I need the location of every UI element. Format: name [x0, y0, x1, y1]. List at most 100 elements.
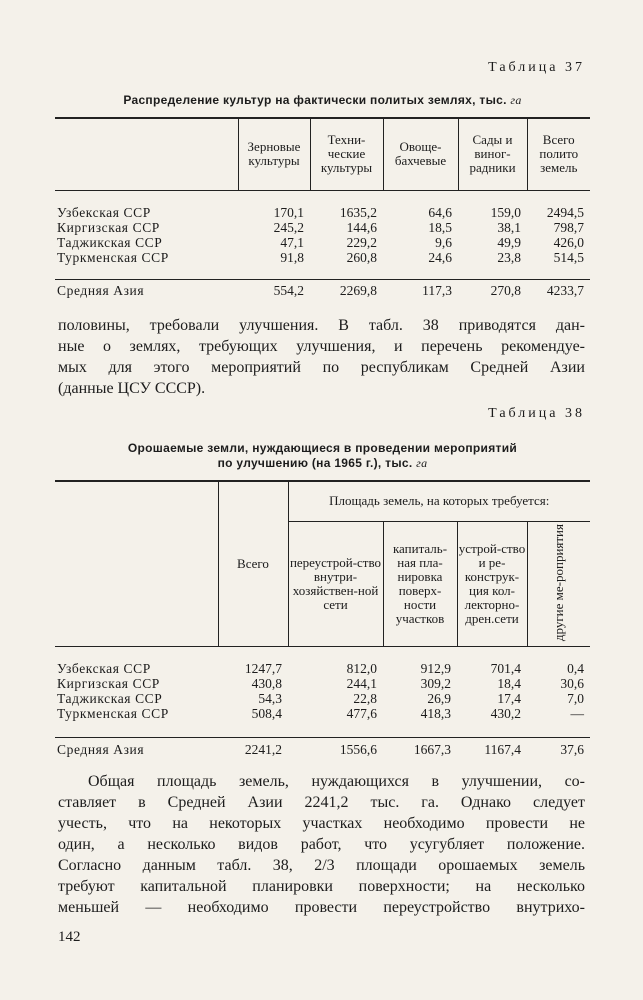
cell-value: 508,4	[251, 706, 282, 722]
paragraph-2: Общая площадь земель, нуждающихся в улуч…	[58, 771, 585, 918]
text-line: (данные ЦСУ СССР).	[58, 380, 206, 397]
col-header: Сады и виног-радники	[457, 118, 527, 190]
cell-value: 426,0	[553, 235, 584, 250]
cell-value: 912,9	[420, 661, 451, 677]
col-subheader: переустрой-ство внутри-хозяйствен-ной се…	[287, 521, 383, 647]
cell-value: 24,6	[428, 250, 452, 265]
text-line: учесть, что на некоторых участках необхо…	[58, 815, 585, 833]
col-header: Зерновые культуры	[237, 118, 310, 190]
cell-value: 144,6	[346, 220, 377, 235]
table-row: Узбекская ССР 170,1 1635,2 64,6 159,0 2494,5	[55, 205, 590, 220]
table-38-header-row: Всего Площадь земель, на которых требует…	[55, 481, 591, 647]
cell-value: 430,8	[251, 676, 282, 692]
col-header-total: Всего	[217, 481, 288, 647]
col-header: Всего полито земель	[526, 118, 590, 190]
row-label: Таджикская ССР	[57, 691, 163, 707]
cell-value: 812,0	[346, 661, 377, 677]
cell-value: 270,8	[490, 282, 521, 298]
cell-value: 418,3	[420, 706, 451, 722]
cell-value: 38,1	[497, 220, 521, 235]
table-37: Зерновые культуры Техни-ческие культуры …	[55, 117, 590, 301]
cell-value: 117,3	[422, 282, 452, 298]
cell-value: 54,3	[258, 691, 282, 707]
table-37-title: Распределение культур на фактически поли…	[55, 93, 590, 108]
text-line: требуют капитальной планировки поверхнос…	[58, 878, 585, 896]
text-line: меньшей — необходимо провести переустрой…	[58, 899, 585, 917]
cell-value: 22,8	[353, 691, 377, 707]
cell-value: 17,4	[497, 691, 521, 707]
table-38-title-text: по улучшению (на 1965 г.), тыс.	[217, 456, 413, 470]
cell-value: 244,1	[346, 676, 377, 692]
cell-value: 170,1	[273, 205, 304, 220]
cell-value: 430,2	[490, 706, 521, 722]
text-line: один, а несколько видов работ, что усугу…	[58, 836, 585, 854]
cell-value: 18,4	[497, 676, 521, 692]
cell-value: 30,6	[560, 676, 585, 692]
cell-value: 701,4	[490, 661, 521, 677]
cell-value: 798,7	[553, 220, 584, 235]
cell-value: 309,2	[420, 676, 451, 692]
col-header: Овоще-бахчевые	[382, 118, 458, 190]
table-row: Таджикская ССР 54,3 22,8 26,9 17,4 7,0	[55, 691, 590, 706]
cell-value: 1667,3	[413, 741, 451, 757]
cell-value: 64,6	[428, 205, 452, 220]
cell-value: 245,2	[273, 220, 304, 235]
cell-value: 1247,7	[244, 661, 282, 677]
table-38-title-line: по улучшению (на 1965 г.), тыс. га	[55, 456, 590, 471]
table-row: Киргизская ССР 245,2 144,6 18,5 38,1 798,7	[55, 220, 590, 235]
text-line: Общая площадь земель, нуждающихся в улуч…	[88, 773, 585, 791]
col-subheader: устрой-ство и ре-конструк-ция кол-лектор…	[456, 521, 527, 647]
row-label: Узбекская ССР	[57, 661, 151, 677]
cell-value: 159,0	[490, 205, 521, 220]
col-header-group: Площадь земель, на которых требуется:	[287, 481, 591, 522]
table-37-unit: га	[510, 93, 522, 107]
table-37-total-row: Средняя Азия 554,2 2269,8 117,3 270,8 4233,7	[55, 279, 590, 301]
table-37-header-row: Зерновые культуры Техни-ческие культуры …	[55, 118, 590, 190]
text-line: ные о землях, требующих улучшения, и пер…	[58, 338, 585, 355]
cell-value: 9,6	[435, 235, 452, 250]
row-label: Средняя Азия	[57, 741, 145, 757]
table-38-total-row: Средняя Азия 2241,2 1556,6 1667,3 1167,4 37,6	[55, 737, 590, 761]
cell-value: 260,8	[346, 250, 377, 265]
page-number: 142	[58, 929, 81, 946]
cell-value: 0,4	[567, 661, 585, 677]
cell-value: 1556,6	[339, 741, 377, 757]
table-row: Киргизская ССР 430,8 244,1 309,2 18,4 30,6	[55, 676, 590, 691]
cell-value: 4233,7	[546, 282, 584, 298]
table-37-title-text: Распределение культур на фактически поли…	[123, 93, 507, 107]
cell-value: 1635,2	[339, 205, 377, 220]
table-38: Всего Площадь земель, на которых требует…	[55, 480, 591, 761]
table-row: Узбекская ССР 1247,7 812,0 912,9 701,4 0,4	[55, 661, 590, 676]
table-38-title: Орошаемые земли, нуждающиеся в проведени…	[55, 441, 590, 471]
table-38-unit: га	[416, 456, 428, 470]
table-37-number: Таблица 37	[488, 60, 585, 75]
text-line: Согласно данным табл. 38, 2/3 площади ор…	[58, 857, 585, 875]
table-row: Туркменская ССР 91,8 260,8 24,6 23,8 514,5	[55, 250, 590, 265]
cell-value: —	[570, 706, 585, 722]
cell-value: 2269,8	[339, 282, 377, 298]
cell-value: 37,6	[560, 741, 585, 757]
row-label: Узбекская ССР	[57, 205, 151, 220]
text-line: мых для этого мероприятий по республикам…	[58, 359, 585, 376]
row-label: Средняя Азия	[57, 282, 145, 298]
cell-value: 2494,5	[546, 205, 584, 220]
table-row: Туркменская ССР 508,4 477,6 418,3 430,2 —	[55, 706, 590, 721]
cell-value: 514,5	[553, 250, 584, 265]
row-label: Киргизская ССР	[57, 220, 160, 235]
row-label: Таджикская ССР	[57, 235, 163, 250]
text-line: половины, требовали улучшения. В табл. 3…	[58, 317, 585, 334]
cell-value: 49,9	[497, 235, 521, 250]
col-header: Техни-ческие культуры	[309, 118, 383, 190]
text-line: ставляет в Средней Азии 2241,2 тыс. га. …	[58, 794, 585, 812]
cell-value: 477,6	[346, 706, 377, 722]
table-38-number: Таблица 38	[488, 406, 585, 421]
row-label: Туркменская ССР	[57, 706, 169, 722]
cell-value: 23,8	[497, 250, 521, 265]
cell-value: 2241,2	[244, 741, 282, 757]
cell-value: 7,0	[567, 691, 585, 707]
col-subheader: капиталь-ная пла-нировка поверх-ности уч…	[382, 521, 457, 647]
table-38-title-line: Орошаемые земли, нуждающиеся в проведени…	[127, 441, 518, 455]
col-subheader: другие ме-роприятия	[550, 523, 566, 641]
cell-value: 18,5	[428, 220, 452, 235]
